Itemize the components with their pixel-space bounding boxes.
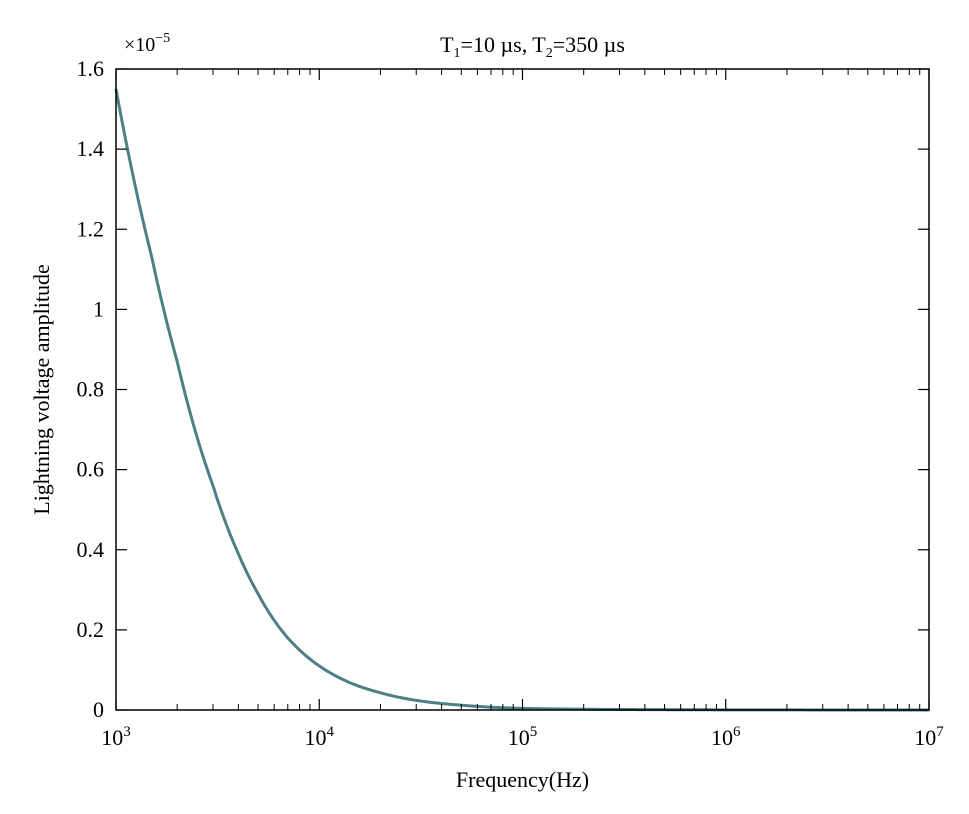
marks-layer — [114, 88, 929, 712]
chart-title: T1=10 µs, T2=350 µs — [440, 32, 625, 61]
y-tick-label: 0 — [93, 697, 104, 722]
x-tick-label: 106 — [711, 724, 741, 750]
y-tick-label: 0.6 — [77, 457, 105, 482]
y-tick-label: 0.8 — [77, 377, 105, 402]
y-axis-multiplier: ×10−5 — [124, 31, 170, 56]
plot-frame — [115, 68, 930, 711]
x-axis-title: Frequency(Hz) — [456, 767, 589, 792]
x-tick-label: 107 — [914, 724, 944, 750]
x-tick-label: 105 — [508, 724, 538, 750]
y-tick-label: 1 — [93, 296, 104, 321]
series-line — [114, 88, 929, 712]
y-tick-label: 0.2 — [77, 617, 105, 642]
x-tick-label: 104 — [305, 724, 335, 750]
x-tick-label: 103 — [101, 724, 131, 750]
y-axis-title: Lightning voltage amplitude — [29, 264, 54, 515]
ticks-layer — [115, 68, 930, 711]
y-tick-label: 0.4 — [77, 537, 105, 562]
y-tick-label: 1.6 — [77, 56, 105, 81]
y-tick-label: 1.2 — [77, 216, 105, 241]
labels-layer: 0 0.2 0.4 0.6 0.8 1 1.2 1.4 1.6 103 104 105 106 107 — [77, 56, 945, 750]
y-tick-label: 1.4 — [77, 136, 105, 161]
